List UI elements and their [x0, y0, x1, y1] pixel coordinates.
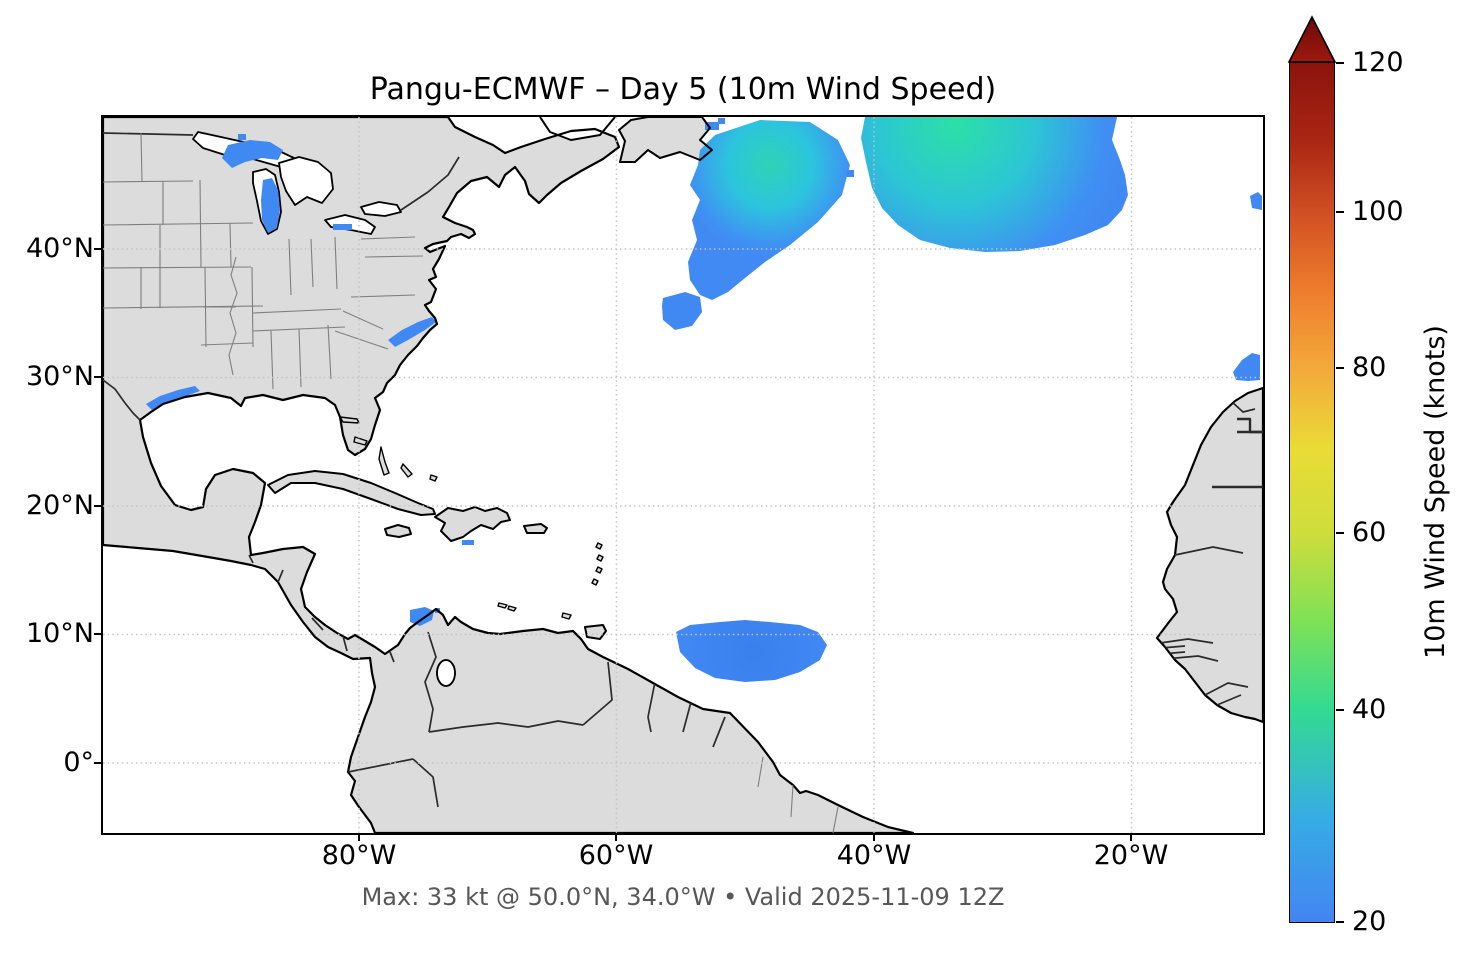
island-newfoundland — [619, 117, 712, 162]
y-axis-tick — [94, 505, 102, 507]
figure-subtitle: Max: 33 kt @ 50.0°N, 34.0°W • Valid 2025… — [361, 883, 1005, 911]
wind-region-storm-west — [688, 120, 850, 300]
colorbar-axis-label: 10m Wind Speed (knots) — [1420, 325, 1451, 659]
gridlines-meridians — [358, 117, 1133, 833]
wind-speck — [705, 122, 719, 130]
lake-huron — [278, 156, 334, 206]
x-axis-tick-label: 20°W — [1093, 840, 1169, 871]
wind-field — [146, 117, 1262, 682]
wind-region-lake-erie-dash — [333, 224, 352, 230]
wind-region-lake-michigan — [261, 178, 280, 233]
country-borders — [103, 132, 1263, 808]
y-axis-tick — [94, 762, 102, 764]
x-axis-tick — [1130, 834, 1132, 841]
colorbar-tick-label: 120 — [1352, 47, 1404, 78]
colorbar-extend-arrow — [1287, 15, 1337, 63]
gridlines — [103, 117, 1263, 833]
wind-region-storm-east — [861, 117, 1128, 252]
y-axis-tick-label: 30°N — [25, 361, 94, 392]
wind-region-hispaniola-dash — [462, 540, 474, 545]
x-axis-tick — [873, 834, 875, 841]
wind-region-gulf-streak — [146, 386, 200, 410]
colorbar-tick — [1336, 921, 1344, 923]
x-axis-tick-label: 80°W — [321, 840, 397, 871]
y-axis-tick — [94, 633, 102, 635]
figure-title: Pangu-ECMWF – Day 5 (10m Wind Speed) — [369, 72, 997, 107]
wind-region-storm-west-tail — [662, 292, 702, 330]
map-border — [101, 115, 1265, 835]
x-axis-tick-label: 40°W — [836, 840, 912, 871]
colorbar-tick-label: 40 — [1352, 694, 1387, 725]
x-axis-tick — [358, 834, 360, 841]
wind-region-colombia-coast — [410, 607, 434, 626]
x-axis-tick — [615, 834, 617, 841]
wind-region-lake-superior — [222, 140, 283, 168]
y-axis-tick — [94, 376, 102, 378]
y-axis-tick-label: 0° — [63, 747, 94, 778]
colorbar-gradient — [1289, 62, 1335, 923]
map-canvas — [103, 117, 1263, 833]
wind-region-tropical-atlantic — [676, 620, 827, 682]
island-hispaniola — [435, 507, 510, 541]
colorbar-tick — [1336, 532, 1344, 534]
x-axis-tick-label: 60°W — [578, 840, 654, 871]
state-borders — [103, 132, 839, 833]
wind-speck — [718, 118, 725, 124]
colorbar-tick-label: 60 — [1352, 517, 1387, 548]
colorbar-tick — [1336, 211, 1344, 213]
wind-region-morocco-coast — [1233, 353, 1260, 381]
wind-region-east-dash — [1250, 192, 1262, 210]
colorbar-tick-label: 20 — [1352, 906, 1387, 937]
lake-ontario — [360, 201, 402, 217]
colorbar-tick-label: 100 — [1352, 196, 1404, 227]
y-axis-tick-label: 10°N — [25, 618, 94, 649]
colorbar-tick — [1336, 367, 1344, 369]
colorbar-tick-label: 80 — [1352, 352, 1387, 383]
coastlines — [103, 117, 1263, 833]
colorbar-tick — [1336, 709, 1344, 711]
wind-speck — [238, 134, 246, 140]
colorbar-tick — [1336, 62, 1344, 64]
wind-region-carolina-streak — [388, 317, 436, 347]
y-axis-tick-label: 20°N — [25, 490, 94, 521]
y-axis-tick — [94, 248, 102, 250]
wind-speck — [847, 170, 854, 177]
island-trinidad — [585, 625, 606, 639]
y-axis-tick-label: 40°N — [25, 233, 94, 264]
